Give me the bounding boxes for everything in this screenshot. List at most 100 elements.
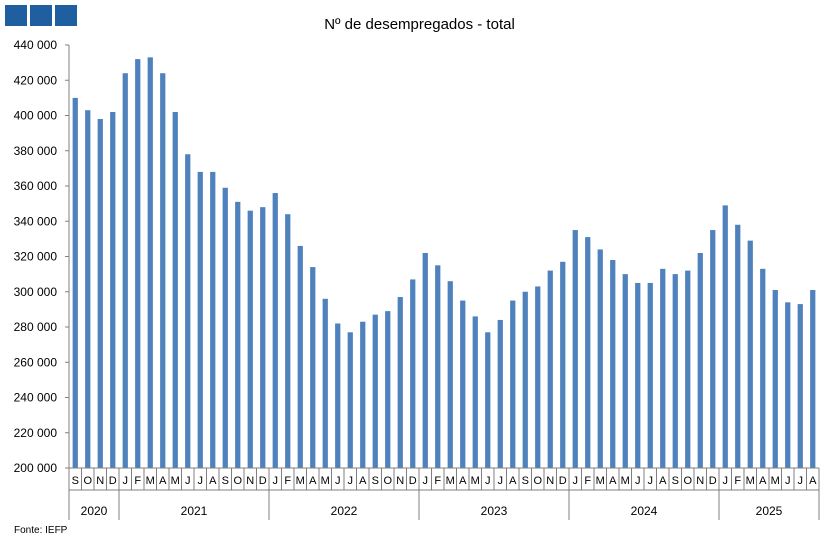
y-tick-label: 420 000 [14,73,58,87]
month-tick-label: M [621,475,630,487]
y-tick-label: 280 000 [14,320,58,334]
bar [597,249,603,468]
logo [5,5,77,26]
year-label: 2021 [181,504,208,518]
month-tick-label: D [109,475,117,487]
month-tick-label: F [584,475,591,487]
month-tick-label: O [83,475,92,487]
month-tick-label: J [498,475,504,487]
bar [110,111,116,468]
month-tick-label: M [146,475,155,487]
year-label: 2023 [481,504,508,518]
bar [285,214,291,468]
y-tick-label: 220 000 [14,426,58,440]
bar [322,298,328,468]
month-tick-label: N [396,475,404,487]
bar [522,291,528,468]
month-tick-label: M [321,475,330,487]
month-tick-label: S [372,475,379,487]
year-label: 2022 [331,504,358,518]
bar [785,302,791,468]
bar [572,230,578,468]
bar [460,300,466,468]
month-tick-label: S [72,475,79,487]
month-tick-label: D [259,475,267,487]
bar [497,319,503,468]
bar [635,282,641,468]
month-tick-label: A [809,475,817,487]
y-tick-label: 380 000 [14,144,58,158]
month-tick-label: A [309,475,317,487]
bar [535,286,541,468]
bar [172,111,178,468]
bar [610,260,616,468]
bar [397,297,403,468]
month-tick-label: O [533,475,542,487]
month-tick-label: M [296,475,305,487]
month-tick-label: J [185,475,191,487]
y-tick-label: 360 000 [14,179,58,193]
bar [85,110,91,469]
month-tick-label: J [273,475,279,487]
y-tick-label: 400 000 [14,109,58,123]
logo-block [30,5,52,26]
bar [710,230,716,468]
month-tick-label: A [459,475,467,487]
bar [272,193,278,469]
bar [722,205,728,468]
month-tick-label: F [134,475,141,487]
y-tick-label: 260 000 [14,355,58,369]
y-tick-label: 240 000 [14,391,58,405]
bar [297,245,303,468]
month-tick-label: M [746,475,755,487]
bar [235,201,241,469]
month-tick-label: J [798,475,804,487]
month-tick-label: J [423,475,429,487]
bar [747,240,753,468]
month-tick-label: J [485,475,491,487]
bar [97,119,103,469]
year-label: 2020 [81,504,108,518]
year-label: 2024 [631,504,658,518]
month-tick-label: O [383,475,392,487]
bar [335,323,341,468]
month-tick-label: N [696,475,704,487]
month-tick-label: M [171,475,180,487]
y-tick-label: 320 000 [14,250,58,264]
month-tick-label: O [683,475,692,487]
month-tick-label: J [198,475,204,487]
chart-title: Nº de desempregados - total [324,16,515,33]
bar [122,73,128,468]
month-tick-label: M [446,475,455,487]
bar [372,314,378,468]
month-tick-label: J [348,475,354,487]
month-tick-label: A [759,475,767,487]
bar [685,270,691,468]
month-tick-label: J [573,475,579,487]
bar [360,321,366,468]
month-tick-label: J [123,475,129,487]
bar [347,332,353,468]
month-tick-label: A [509,475,517,487]
bar [547,270,553,468]
bar [385,311,391,468]
bar [160,73,166,468]
month-tick-label: D [409,475,417,487]
bar [510,300,516,468]
y-tick-label: 340 000 [14,214,58,228]
month-tick-label: A [609,475,617,487]
bar [560,261,566,468]
bar [222,187,228,468]
month-tick-label: J [648,475,654,487]
bar [810,289,816,468]
bar [447,281,453,468]
month-tick-label: F [734,475,741,487]
y-tick-label: 200 000 [14,461,58,475]
month-tick-label: N [546,475,554,487]
bar [585,237,591,468]
bar [422,252,428,468]
month-tick-label: D [709,475,717,487]
bar [660,268,666,468]
logo-block [5,5,27,26]
